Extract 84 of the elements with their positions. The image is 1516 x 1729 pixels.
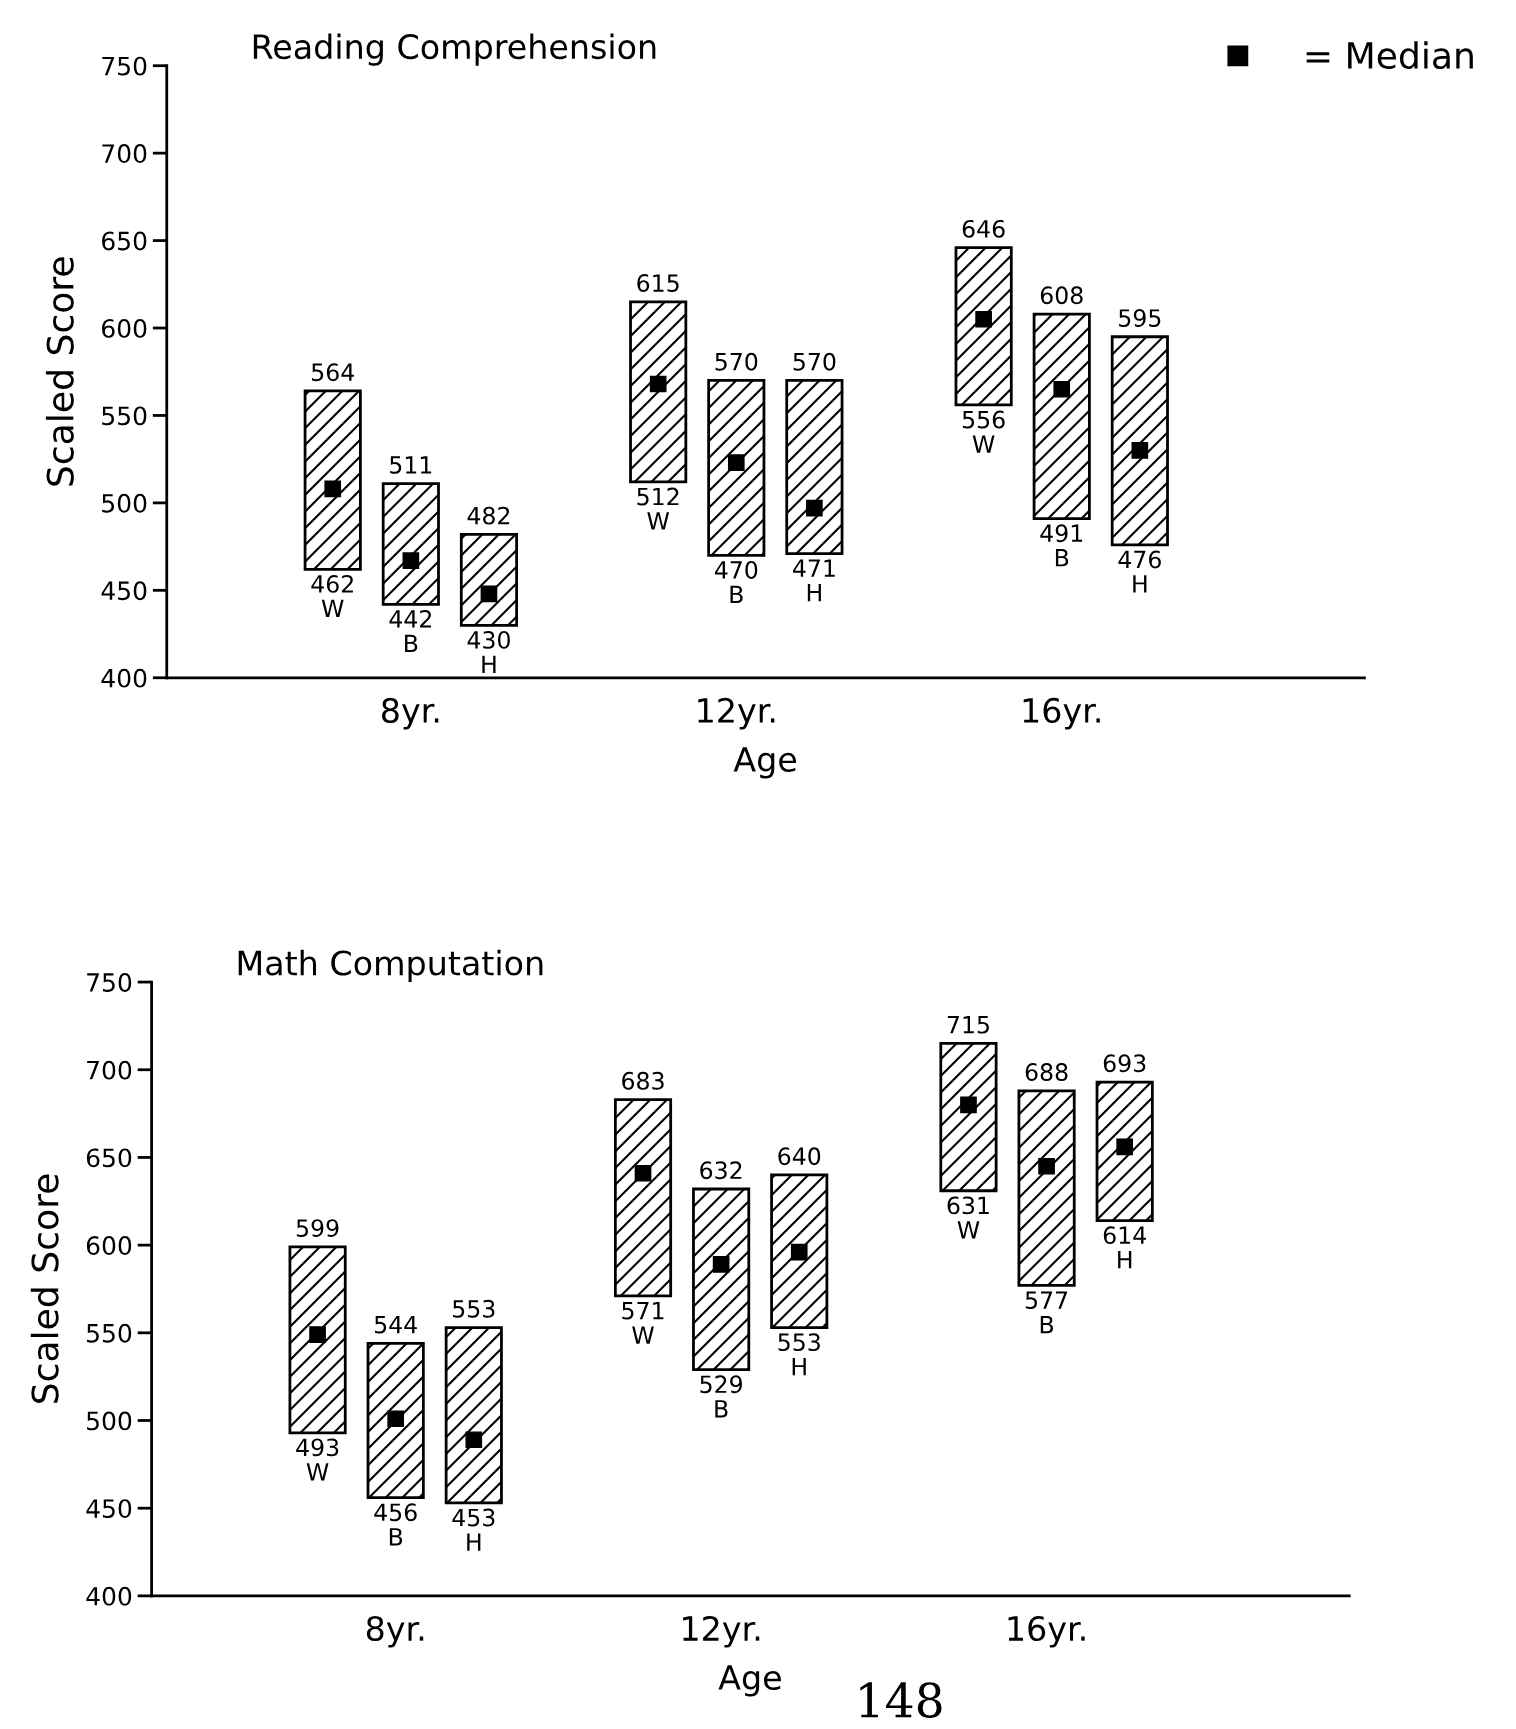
text: H — [792, 1358, 806, 1376]
y-tick-label: 700 — [87, 1060, 132, 1080]
text: H — [482, 655, 496, 673]
text: 599 — [296, 1219, 339, 1238]
text: 570 — [715, 352, 758, 371]
text: 476 — [1118, 550, 1161, 569]
text: 595 — [1119, 309, 1161, 327]
text: 553 — [778, 1333, 820, 1352]
y-tick-label: 400 — [101, 668, 147, 688]
text: 688 — [1025, 1063, 1068, 1081]
series-label: B — [389, 1528, 403, 1546]
text: 442 — [389, 609, 432, 628]
y-tick-label: 500 — [87, 1411, 132, 1431]
y-axis-title: Scaled Score — [45, 257, 74, 486]
y-tick-label: 750 — [87, 973, 132, 992]
text: B — [1055, 549, 1069, 567]
text: H — [467, 1533, 481, 1551]
text: 470 — [714, 561, 758, 579]
x-tick-label: 16yr. — [1008, 1615, 1085, 1648]
text: 632 — [700, 1161, 742, 1180]
text: 512 — [637, 487, 679, 506]
x-axis-title: Age — [733, 747, 797, 779]
y-tick-label: 600 — [102, 318, 147, 338]
y-tick-label: 650 — [102, 231, 147, 251]
series-label: W — [647, 512, 670, 530]
text: B — [715, 1400, 728, 1418]
y-axis-title: Scaled Score — [30, 1174, 59, 1403]
text: 511 — [390, 456, 432, 474]
text: 570 — [793, 352, 836, 371]
y-tick-label: 600 — [86, 1236, 132, 1255]
x-tick-label: 16yr. — [1023, 697, 1100, 730]
annotation: = Median — [1306, 41, 1473, 70]
text: 482 — [467, 506, 510, 525]
y-tick-label: 650 — [86, 1148, 132, 1168]
text: 608 — [1040, 286, 1083, 305]
y-tick-label: 550 — [102, 406, 147, 426]
text: 715 — [947, 1016, 989, 1034]
x-axis-title: Age — [718, 1665, 781, 1697]
text: 683 — [622, 1071, 664, 1090]
chart-title: Math Computation — [238, 949, 543, 983]
text: 640 — [778, 1147, 821, 1166]
text: 430 — [467, 630, 510, 649]
text: 462 — [311, 575, 353, 593]
text: 456 — [374, 1503, 417, 1522]
y-tick-label: 400 — [86, 1586, 132, 1606]
text: 646 — [962, 219, 1005, 238]
text: 544 — [374, 1315, 417, 1334]
x-tick-label: 8yr. — [366, 1615, 424, 1648]
series-label: H — [807, 584, 821, 602]
y-tick-label: 450 — [86, 1499, 132, 1519]
text: 493 — [296, 1438, 339, 1457]
text: 571 — [622, 1301, 664, 1320]
text: 148 — [860, 1682, 942, 1718]
text: 529 — [700, 1375, 742, 1394]
text: 631 — [947, 1196, 989, 1215]
x-tick-label: 12yr. — [683, 1615, 760, 1648]
series-label: W — [306, 1463, 329, 1481]
y-tick-label: 550 — [87, 1323, 132, 1343]
y-tick-label: 700 — [102, 144, 147, 163]
text: 615 — [637, 274, 679, 292]
x-tick-label: 12yr. — [698, 697, 775, 730]
text: 564 — [312, 363, 354, 382]
text: 553 — [453, 1299, 495, 1318]
x-tick-label: 8yr. — [382, 697, 439, 730]
text: B — [730, 585, 743, 604]
chart-title: Reading Comprehension — [253, 33, 656, 66]
y-tick-label: 750 — [102, 56, 147, 76]
text: 491 — [1040, 524, 1083, 543]
text: 471 — [793, 559, 835, 577]
text: 693 — [1103, 1054, 1146, 1073]
text: W — [972, 435, 995, 453]
text: H — [1133, 575, 1147, 593]
text: B — [1040, 1316, 1053, 1334]
text: W — [632, 1326, 654, 1344]
text: 577 — [1025, 1291, 1068, 1309]
text: 614 — [1103, 1226, 1146, 1245]
y-tick-label: 450 — [101, 581, 147, 601]
text: W — [957, 1221, 980, 1239]
y-tick-label: 500 — [102, 493, 147, 513]
series-label: B — [405, 634, 418, 652]
text: W — [321, 599, 344, 618]
series-label: H — [1118, 1251, 1132, 1269]
text: 556 — [962, 410, 1005, 429]
text: 453 — [452, 1508, 495, 1527]
